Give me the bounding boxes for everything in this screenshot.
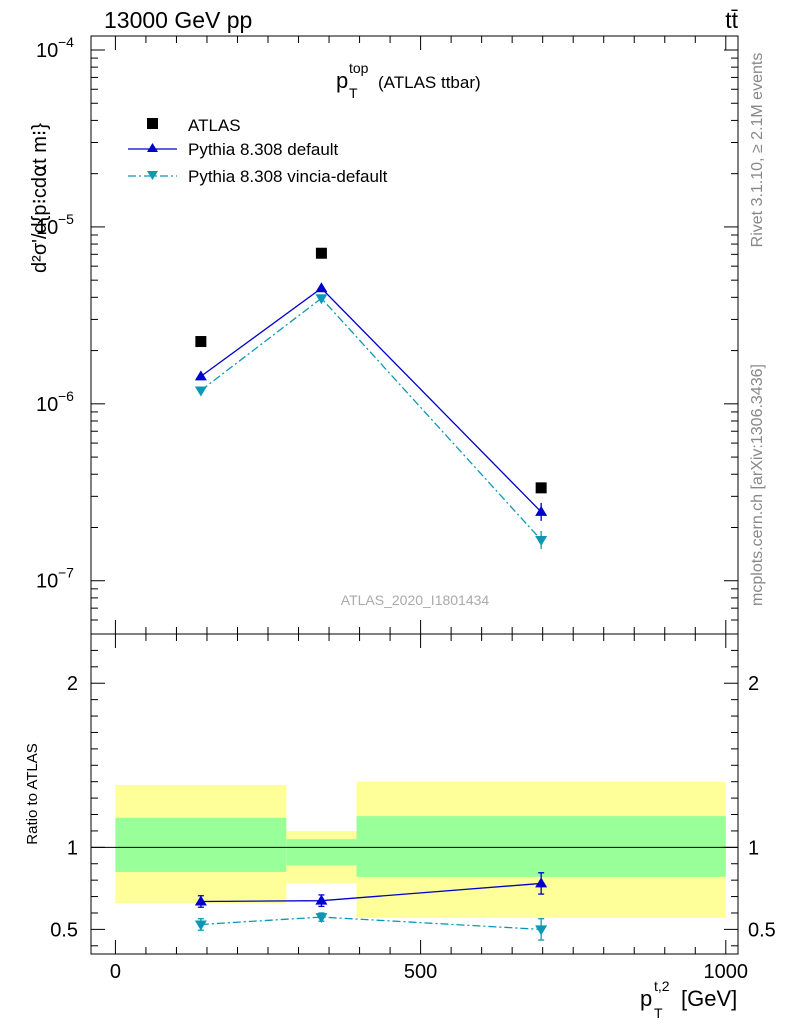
uncertainty-band-inner xyxy=(115,817,287,872)
y-tick-label: 10 xyxy=(36,394,58,416)
x-label-main: p xyxy=(640,986,652,1011)
legend-atlas-marker xyxy=(147,118,158,129)
main-y-axis: 10−410−510−610−7 xyxy=(36,34,738,635)
y-tick-exponent: −6 xyxy=(58,388,74,404)
default-series-line xyxy=(200,287,542,513)
y-tick-exponent: −5 xyxy=(58,211,74,227)
x-label-sub: T xyxy=(654,1005,663,1021)
vincia-series-line xyxy=(200,297,542,541)
x-label-rest: [GeV] xyxy=(681,986,737,1011)
y-tick-exponent: −4 xyxy=(58,34,74,50)
title-main: p xyxy=(336,68,348,93)
x-tick-label: 1000 xyxy=(704,961,749,983)
y-tick-label: 10 xyxy=(36,40,58,62)
ratio-vincia-point xyxy=(535,925,548,936)
legend-vincia-marker xyxy=(147,171,158,180)
x-tick-label: 0 xyxy=(110,961,121,983)
y-tick-label: 10 xyxy=(36,217,58,239)
default-data-point xyxy=(315,282,328,293)
vincia-data-point xyxy=(315,294,328,305)
legend-vincia-label: Pythia 8.308 vincia-default xyxy=(188,167,388,186)
y-tick-exponent: −7 xyxy=(58,565,74,581)
atlas-data-point xyxy=(535,482,547,494)
ratio-y-tick-label-left: 2 xyxy=(67,673,78,695)
y-tick-label: 10 xyxy=(36,571,58,593)
ratio-panel: 0.5 0.5 1 1 2 2 0 500 1000 Ratio to ATLAS p t,2 … xyxy=(24,633,776,1021)
ratio-y-tick-label-right: 1 xyxy=(748,837,759,859)
x-tick-label: 500 xyxy=(404,961,437,983)
main-panel: 10−410−510−610−7 p top T (ATLAS ttbar) A… xyxy=(29,34,739,635)
main-y-axis-label: d²σ'/d{p⁝cd⍺t m⁝} xyxy=(29,123,51,273)
ratio-default-point xyxy=(315,894,328,905)
vincia-data-point xyxy=(535,535,548,546)
ratio-default-point xyxy=(535,877,548,888)
x-label-sup: t,2 xyxy=(654,978,670,994)
ratio-frame xyxy=(90,633,739,955)
ratio-y-tick-label-right: 0.5 xyxy=(748,919,776,941)
default-data-point xyxy=(535,505,548,516)
legend: ATLAS Pythia 8.308 default Pythia 8.308 … xyxy=(128,116,388,186)
vincia-data-point xyxy=(194,386,207,397)
ratio-y-label: Ratio to ATLAS xyxy=(24,743,41,844)
uncertainty-band-inner xyxy=(286,839,357,866)
plot-title: p top T (ATLAS ttbar) xyxy=(336,60,481,101)
ratio-y-tick-label-left: 1 xyxy=(67,837,78,859)
ratio-axes: 0.5 0.5 1 1 2 2 0 500 1000 xyxy=(50,634,776,983)
title-sub: T xyxy=(349,85,358,101)
ratio-default-point xyxy=(194,895,207,906)
header-energy-label: 13000 GeV pp xyxy=(104,7,252,33)
title-rest: (ATLAS ttbar) xyxy=(378,73,481,92)
atlas-data-point xyxy=(195,336,207,348)
ratio-y-tick-label-right: 2 xyxy=(748,673,759,695)
legend-default-label: Pythia 8.308 default xyxy=(188,140,339,159)
uncertainty-band-inner xyxy=(356,816,726,877)
rivet-version-label: Rivet 3.1.10, ≥ 2.1M events xyxy=(749,53,766,248)
atlas-data-point xyxy=(315,247,327,259)
ratio-vincia-line xyxy=(200,916,542,931)
ratio-vincia-point xyxy=(194,920,207,931)
x-axis-label: p t,2 T [GeV] xyxy=(640,978,737,1021)
legend-default-marker xyxy=(147,143,158,152)
title-sup: top xyxy=(349,60,369,76)
ratio-vincia-point xyxy=(315,913,328,924)
legend-atlas-label: ATLAS xyxy=(188,116,241,135)
mcplots-label: mcplots.cern.ch [arXiv:1306.3436] xyxy=(749,364,766,606)
ratio-y-tick-label-left: 0.5 xyxy=(50,919,78,941)
header-process-label: tt̄ xyxy=(725,7,738,33)
default-data-point xyxy=(194,370,207,381)
analysis-watermark: ATLAS_2020_I1801434 xyxy=(341,592,490,608)
main-y-label-numerator: d²σ'/d{p⁝cd⍺t m⁝} xyxy=(29,123,51,273)
